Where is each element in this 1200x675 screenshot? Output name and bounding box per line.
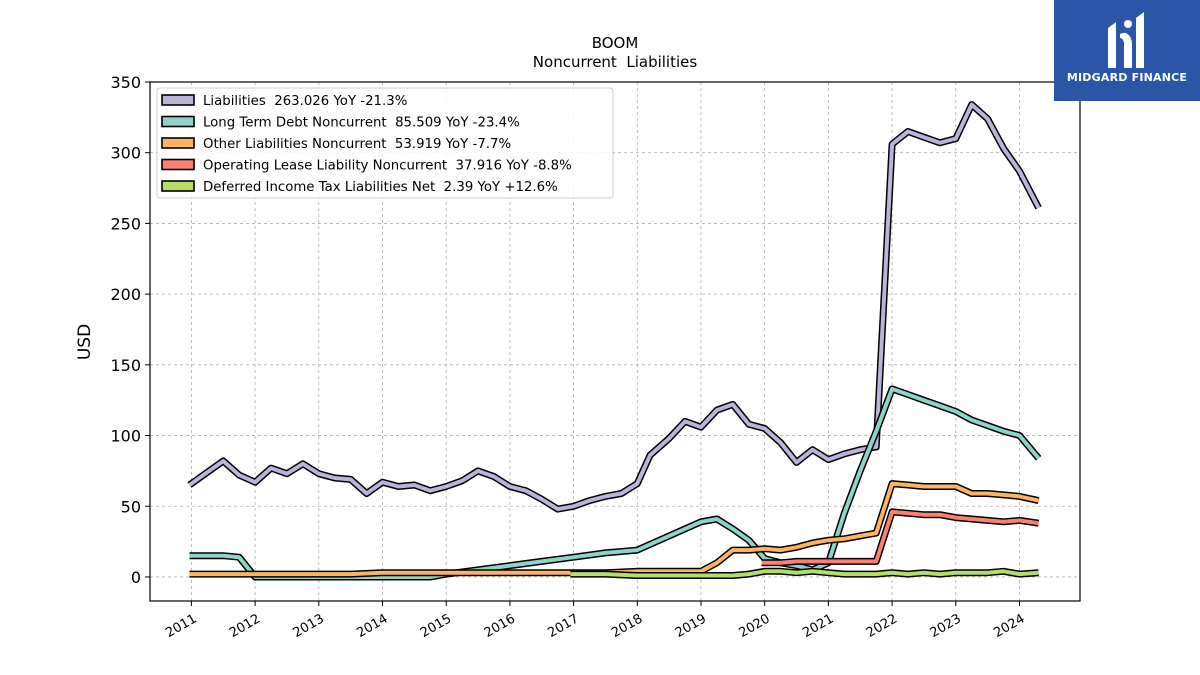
series-line-5 xyxy=(570,569,1039,578)
legend-swatch-4 xyxy=(161,158,195,171)
x-tick-label: 2023 xyxy=(928,611,964,641)
y-tick-label: 350 xyxy=(110,73,141,92)
y-tick-label: 150 xyxy=(110,356,141,375)
legend-swatch-3 xyxy=(161,137,195,149)
y-tick-label: 250 xyxy=(110,214,141,233)
plot-frame xyxy=(149,81,1081,602)
legend-label-3: Other Liabilities Noncurrent 53.919 YoY … xyxy=(203,137,511,152)
legend-label-5: Deferred Income Tax Liabilities Net 2.39… xyxy=(203,180,558,195)
legend-label-1: Liabilities 263.026 YoY -21.3% xyxy=(203,94,407,109)
y-tick-label: 0 xyxy=(131,568,141,587)
legend-swatch-5 xyxy=(161,180,195,192)
x-tick-label: 2016 xyxy=(482,611,518,641)
y-tick-label: 200 xyxy=(110,285,141,304)
x-tick-label: 2018 xyxy=(609,611,645,641)
x-tick-label: 2024 xyxy=(991,611,1027,641)
brand-name: MIDGARD FINANCE xyxy=(1066,71,1188,84)
x-tick-label: 2022 xyxy=(864,611,900,641)
series-line-3 xyxy=(189,481,1040,577)
x-tick-label: 2013 xyxy=(291,611,327,641)
brand-logo: MIDGARD FINANCE xyxy=(1054,0,1200,101)
x-tick-label: 2021 xyxy=(800,611,836,641)
x-tick-label: 2019 xyxy=(673,611,709,641)
y-tick-label: 50 xyxy=(121,497,141,516)
chart-subtitle: Noncurrent Liabilities xyxy=(533,53,698,71)
chart-title: BOOM xyxy=(592,34,639,52)
y-tick-label: 100 xyxy=(110,427,141,446)
x-tick-label: 2017 xyxy=(545,611,581,641)
x-tick-label: 2012 xyxy=(227,611,263,641)
series-line-4 xyxy=(761,509,1039,565)
legend-swatch-2 xyxy=(161,115,195,128)
legend-label-4: Operating Lease Liability Noncurrent 37.… xyxy=(203,159,572,174)
x-tick-label: 2014 xyxy=(354,611,390,641)
x-tick-label: 2020 xyxy=(737,611,773,641)
x-tick-label: 2015 xyxy=(418,611,454,641)
y-axis-label: USD xyxy=(75,324,95,360)
midgard-logo-icon xyxy=(1108,12,1144,68)
legend-box xyxy=(156,87,614,199)
y-tick-label: 300 xyxy=(110,144,141,163)
legend-swatch-1 xyxy=(161,94,195,106)
x-tick-label: 2011 xyxy=(163,611,199,641)
series-line-1 xyxy=(188,102,1041,512)
legend-label-2: Long Term Debt Noncurrent 85.509 YoY -23… xyxy=(203,116,520,131)
